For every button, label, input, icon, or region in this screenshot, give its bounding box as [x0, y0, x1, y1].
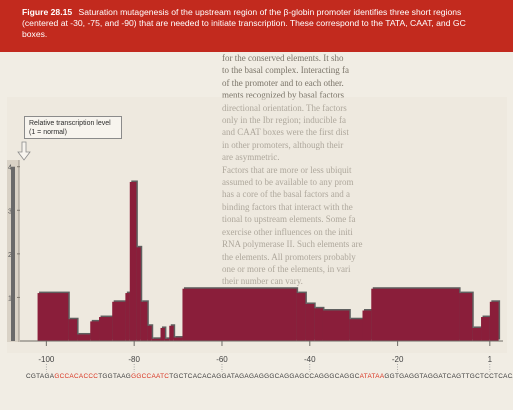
bar — [489, 301, 499, 341]
x-tick-label: -60 — [216, 355, 228, 364]
bar — [68, 319, 78, 341]
background-text-line: of the promoter and to each other. — [222, 77, 344, 88]
y-tick-label: 4 — [8, 165, 12, 172]
background-text-line: in other promoters, although their — [222, 139, 344, 150]
y-axis-callout: Relative transcription level (1 = normal… — [24, 116, 122, 139]
bar — [481, 317, 490, 341]
callout-arrow-icon — [17, 141, 31, 161]
bar — [90, 321, 100, 341]
figure-label: Figure 28.15 — [22, 7, 73, 17]
bar — [140, 301, 148, 341]
sequence-box-segment: ATATAA — [359, 373, 385, 380]
background-page-text: for the conserved elements. It sho to the… — [222, 52, 513, 348]
bar — [99, 317, 113, 341]
bar — [125, 293, 130, 341]
bar — [459, 293, 473, 341]
normal-level-bracket — [11, 166, 15, 341]
bar — [182, 288, 297, 341]
x-tick-label: -40 — [304, 355, 316, 364]
bar — [77, 334, 91, 341]
bar — [147, 325, 152, 341]
background-text-line: RNA polymerase II. Such elements are — [222, 239, 363, 250]
x-tick-label: 1 — [488, 355, 493, 364]
promoter-sequence: CGTAGAGCCACACCCTGGTAAGGGCCAATCTGCTCACACA… — [26, 373, 513, 380]
background-text-line: are asymmetric. — [222, 152, 280, 163]
background-text-line: the elements. All promoters probably — [222, 251, 356, 262]
bar — [296, 293, 306, 341]
sequence-box-segment: GGCCAATC — [131, 373, 170, 380]
background-text-line: assumed to be available to any prom — [222, 177, 354, 188]
sequence-box-segment: GCCACACCC — [54, 373, 99, 380]
background-text-line: their number can vary. — [222, 276, 303, 287]
background-text-line: tional to upstream elements. Some fa — [222, 214, 356, 225]
bar — [169, 325, 174, 341]
sequence-segment: TGCTCACACAGGATAGAGAGGGCAGGAGCCAGGGCAGGC — [169, 373, 360, 380]
sequence-segment: TGGTAAG — [98, 373, 132, 380]
bar — [136, 247, 141, 341]
bar-shadow — [166, 337, 171, 340]
background-text-line: exercise other influences on the initi — [222, 226, 353, 237]
background-text-line: directional orientation. The factors — [222, 102, 347, 113]
bar-shadow — [153, 337, 163, 340]
bar — [371, 288, 460, 341]
figure-caption: Figure 28.15 Saturation mutagenesis of t… — [22, 7, 492, 40]
bar — [164, 338, 170, 341]
bar — [37, 293, 69, 341]
x-tick-label: -80 — [128, 355, 140, 364]
bar — [173, 337, 183, 341]
bar — [160, 327, 165, 341]
background-text-line: and CAAT boxes were the first dist — [222, 127, 349, 138]
sequence-segment: GGTGAGGTAGGATCAGTTGCTCCTCACA — [384, 373, 513, 380]
background-text-line: for the conserved elements. It sho — [222, 53, 344, 63]
bar — [349, 319, 363, 341]
background-text-line: only in the Ibr region; inducible fa — [222, 115, 346, 126]
x-tick-label: -100 — [38, 355, 55, 364]
callout-line-1: Relative transcription level — [29, 120, 111, 127]
background-text-line: ments recognized by basal factors — [222, 90, 344, 101]
bar — [305, 303, 315, 341]
bar — [151, 338, 161, 341]
callout-line-2: (1 = normal) — [29, 129, 67, 136]
y-tick-label: 1 — [8, 295, 12, 302]
x-tick-label: -20 — [392, 355, 404, 364]
bar — [322, 310, 350, 341]
y-tick-label: 2 — [8, 252, 12, 259]
background-text-line: has a core of the basal factors and a — [222, 189, 350, 200]
bar — [314, 308, 323, 341]
sequence-segment: CGTAGA — [26, 373, 55, 380]
bar — [112, 301, 126, 341]
bar — [362, 310, 372, 341]
bar — [129, 181, 137, 341]
bar — [472, 327, 482, 341]
background-text-line: binding factors that interact with the — [222, 201, 353, 212]
background-text-line: one or more of the elements, in vari — [222, 263, 351, 274]
y-tick-label: 3 — [8, 208, 12, 215]
background-text-line: to the basal complex. Interacting fa — [222, 65, 349, 76]
caption-body: Saturation mutagenesis of the upstream r… — [22, 7, 466, 39]
background-text-line: Factors that are more or less ubiquit — [222, 164, 352, 175]
caption-band: Figure 28.15 Saturation mutagenesis of t… — [0, 0, 513, 52]
